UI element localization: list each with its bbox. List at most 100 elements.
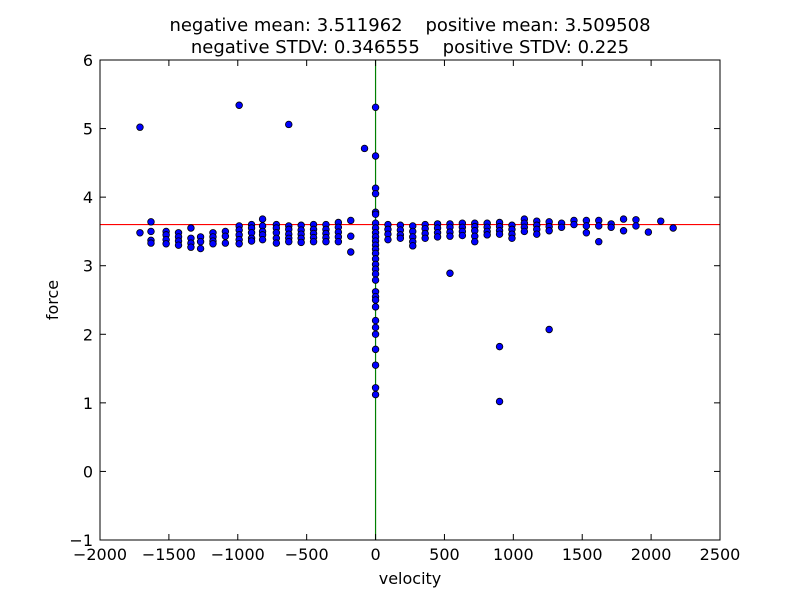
- data-point: [533, 230, 541, 238]
- data-point: [285, 120, 293, 129]
- data-point: [570, 220, 578, 229]
- data-point: [471, 238, 479, 246]
- data-point: [136, 123, 144, 131]
- data-point: [371, 323, 380, 332]
- data-point: [209, 240, 217, 248]
- y-tick-label: −1: [69, 531, 93, 550]
- data-point: [495, 397, 504, 406]
- data-point: [258, 235, 267, 244]
- data-point: [421, 234, 429, 242]
- data-point: [187, 243, 195, 251]
- data-point: [258, 215, 267, 223]
- data-point: [371, 303, 380, 311]
- plot-area: [100, 60, 720, 540]
- data-point: [371, 330, 380, 338]
- data-point: [221, 232, 230, 240]
- data-point: [520, 227, 529, 236]
- data-point: [371, 276, 380, 284]
- data-point: [371, 210, 380, 218]
- x-axis-ticks: −2000 −1500 −1000 −500 0 500 1000 1500 2000 2500: [73, 60, 740, 564]
- data-point: [347, 216, 355, 225]
- data-point: [235, 240, 243, 248]
- y-axis-ticks: −1 0 1 2 3 4 5 6: [69, 51, 720, 550]
- data-point: [196, 244, 205, 253]
- data-point: [557, 223, 566, 232]
- data-point: [347, 248, 355, 256]
- data-point: [221, 239, 230, 247]
- x-axis-label: velocity: [379, 569, 442, 588]
- data-point: [371, 103, 380, 112]
- x-tick-label: 1000: [493, 545, 534, 564]
- y-tick-label: 2: [83, 325, 93, 344]
- data-point: [495, 230, 504, 238]
- y-tick-label: 1: [83, 394, 93, 413]
- data-point: [458, 231, 467, 240]
- data-point: [322, 238, 330, 246]
- y-tick-label: 5: [83, 120, 93, 139]
- data-point: [187, 224, 195, 232]
- x-tick-label: −500: [285, 545, 329, 564]
- data-point: [632, 222, 640, 230]
- data-point: [147, 239, 155, 247]
- data-point: [371, 345, 380, 354]
- x-tick-label: 2000: [631, 545, 672, 564]
- data-point: [162, 240, 170, 248]
- data-point: [619, 215, 628, 223]
- data-point: [247, 237, 256, 245]
- x-tick-label: 2500: [700, 545, 741, 564]
- data-point: [371, 152, 380, 160]
- data-point: [433, 233, 442, 241]
- data-point: [545, 227, 553, 235]
- data-point: [147, 218, 155, 226]
- x-tick-label: 500: [429, 545, 460, 564]
- data-point: [446, 269, 454, 277]
- data-point: [545, 325, 553, 334]
- data-point: [309, 238, 318, 246]
- data-point: [595, 238, 603, 246]
- data-point: [396, 234, 405, 242]
- x-tick-label: 1500: [562, 545, 603, 564]
- data-point: [595, 222, 603, 230]
- data-point: [371, 361, 380, 369]
- x-tick-label: −1500: [142, 545, 196, 564]
- data-point: [272, 239, 281, 247]
- data-point: [371, 316, 380, 325]
- data-point: [632, 216, 640, 224]
- data-point: [174, 241, 183, 249]
- data-point: [360, 144, 369, 153]
- x-tick-label: 0: [370, 545, 380, 564]
- data-point: [371, 384, 380, 392]
- data-point: [347, 232, 355, 240]
- data-point: [495, 342, 504, 351]
- y-tick-label: 3: [83, 257, 93, 276]
- data-point: [196, 238, 205, 246]
- data-point: [669, 224, 677, 232]
- data-point: [371, 390, 380, 399]
- x-tick-label: −1000: [211, 545, 265, 564]
- chart-title-line1: negative mean: 3.511962 positive mean: 3…: [169, 15, 650, 36]
- data-point: [384, 235, 392, 244]
- chart-title-line2: negative STDV: 0.346555 positive STDV: 0…: [191, 37, 629, 58]
- x-tick-label: −2000: [73, 545, 127, 564]
- data-point: [235, 101, 243, 109]
- data-point: [607, 223, 615, 232]
- data-point: [508, 234, 516, 242]
- data-point: [483, 231, 491, 239]
- data-point: [371, 270, 380, 278]
- data-point: [409, 242, 417, 250]
- data-point: [297, 238, 305, 247]
- data-point: [644, 228, 653, 236]
- data-point: [285, 238, 293, 246]
- y-tick-label: 0: [83, 462, 93, 481]
- plot-frame: [99, 59, 721, 541]
- y-axis-label: force: [43, 280, 62, 320]
- data-point: [582, 229, 591, 237]
- data-point: [136, 229, 144, 237]
- data-points: [136, 101, 677, 406]
- y-tick-label: 6: [83, 51, 93, 70]
- data-point: [334, 238, 343, 246]
- data-point: [147, 227, 155, 236]
- data-point: [619, 227, 628, 235]
- data-point: [657, 217, 665, 225]
